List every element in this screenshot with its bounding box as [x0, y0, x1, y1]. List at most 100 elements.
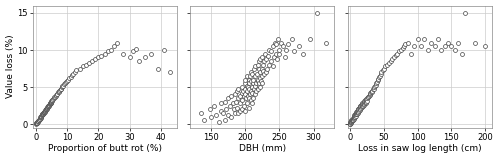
Point [238, 99, 246, 102]
Point [347, 121, 355, 123]
Point [260, 73, 268, 75]
Point [414, 38, 422, 40]
Point [46, 102, 54, 105]
Point [288, 38, 296, 40]
Point [56, 89, 64, 91]
Point [49, 98, 57, 100]
Point [44, 105, 52, 108]
Point [268, 45, 276, 48]
Point [404, 41, 411, 44]
Point [394, 50, 402, 53]
Point [43, 107, 51, 109]
Point [220, 112, 228, 114]
Point [54, 92, 62, 95]
Point [135, 60, 143, 62]
Point [377, 71, 385, 73]
Point [36, 118, 44, 120]
Point [256, 58, 264, 60]
Point [410, 45, 418, 48]
Point [351, 114, 359, 117]
Point [44, 104, 52, 107]
Point [148, 52, 156, 55]
Point [50, 97, 58, 99]
Point [255, 82, 263, 85]
Point [388, 58, 396, 60]
Point [48, 100, 56, 102]
Point [46, 103, 54, 105]
X-axis label: Loss in saw log length (cm): Loss in saw log length (cm) [358, 144, 482, 153]
Point [72, 69, 80, 71]
Point [360, 100, 368, 102]
Point [390, 56, 398, 59]
Point [38, 113, 46, 116]
Point [232, 101, 239, 103]
Point [253, 73, 261, 75]
Point [356, 105, 364, 108]
Point [246, 99, 254, 102]
Point [46, 101, 54, 104]
Point [68, 74, 76, 76]
Point [262, 58, 270, 60]
Point [270, 56, 278, 59]
Point [366, 93, 374, 96]
Point [366, 92, 374, 94]
Point [242, 84, 250, 87]
Point [58, 85, 66, 88]
Point [34, 121, 42, 123]
Point [360, 103, 368, 105]
Point [371, 84, 379, 87]
Point [254, 78, 262, 81]
Point [276, 49, 283, 51]
Point [260, 60, 268, 62]
Point [352, 112, 360, 114]
Point [36, 115, 44, 118]
Point [85, 62, 93, 65]
Point [369, 88, 377, 90]
Point [360, 101, 368, 103]
Point [243, 75, 251, 77]
Point [461, 12, 469, 14]
Point [66, 75, 74, 78]
Point [348, 119, 356, 122]
Point [357, 107, 365, 109]
Point [376, 75, 384, 77]
Point [348, 121, 356, 123]
Point [367, 91, 375, 93]
Point [257, 80, 265, 82]
Point [350, 116, 358, 119]
Point [132, 47, 140, 50]
Point [222, 108, 230, 111]
Point [365, 95, 373, 97]
Point [42, 108, 50, 111]
Point [240, 82, 248, 85]
Point [39, 112, 47, 115]
Point [248, 102, 256, 105]
Point [254, 87, 262, 90]
Point [277, 41, 285, 44]
Point [44, 105, 52, 108]
Point [241, 110, 249, 112]
Point [352, 115, 360, 117]
Point [239, 90, 247, 92]
Point [37, 115, 45, 118]
Point [252, 93, 260, 96]
Point [451, 49, 459, 51]
Point [430, 45, 438, 48]
Point [397, 49, 405, 51]
Point [36, 116, 44, 119]
Point [82, 64, 90, 66]
Point [252, 82, 260, 85]
Point [248, 86, 256, 88]
Point [38, 113, 46, 116]
Point [352, 113, 360, 116]
Point [259, 64, 267, 66]
Point [53, 93, 61, 96]
Point [362, 101, 370, 103]
Point [458, 52, 466, 55]
Point [66, 77, 74, 80]
Point [262, 71, 270, 73]
Point [250, 67, 258, 70]
Point [354, 107, 362, 110]
Point [242, 90, 250, 92]
Point [265, 49, 273, 51]
